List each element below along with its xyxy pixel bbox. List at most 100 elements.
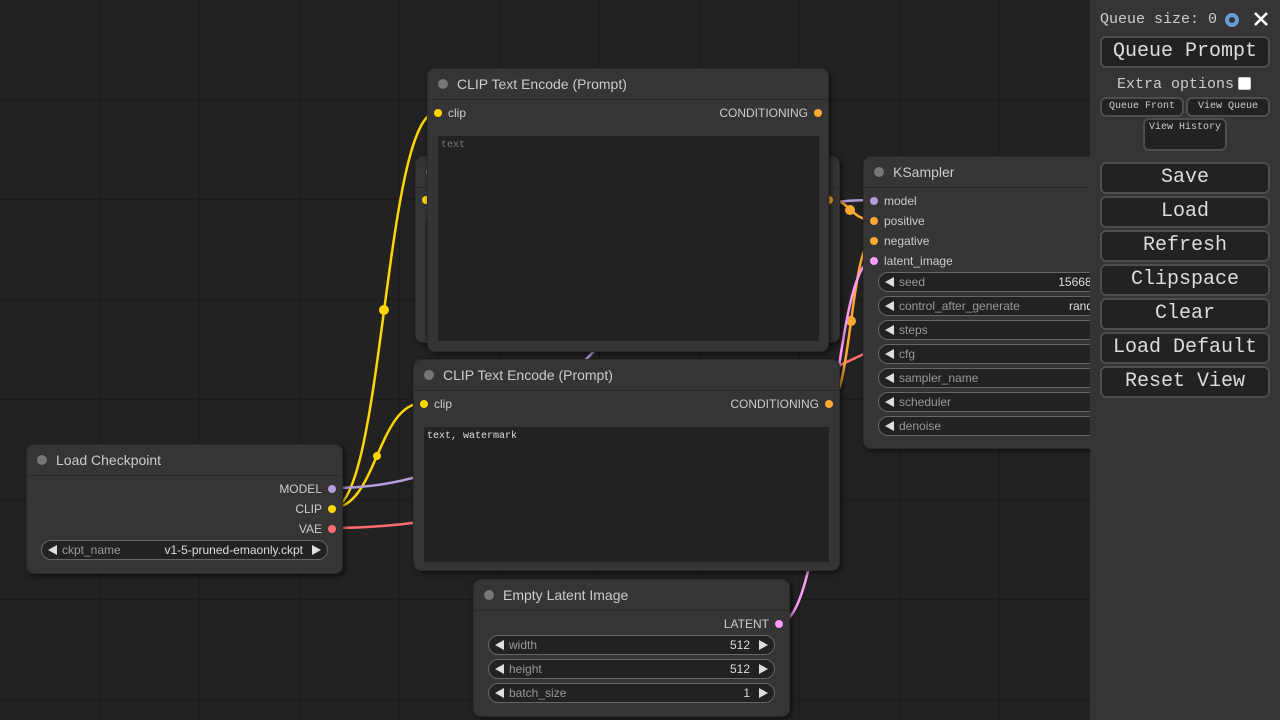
slot-dot	[870, 257, 878, 265]
widget-value: 1	[743, 686, 750, 700]
node[interactable]: Empty Latent Image LATENT width 512 height 51…	[473, 579, 790, 717]
prompt-textarea[interactable]: text, watermark	[424, 427, 829, 562]
decrement-arrow[interactable]	[885, 325, 894, 335]
decrement-arrow[interactable]	[495, 688, 504, 698]
slot-dot	[420, 400, 428, 408]
slot-dot	[328, 485, 336, 493]
close-icon[interactable]	[1253, 11, 1269, 27]
widget-name: seed	[899, 275, 926, 289]
slot-label: clip	[434, 397, 453, 411]
widget-name: sampler_name	[899, 371, 979, 385]
output-slot: VAE	[299, 519, 336, 539]
queue-size: Queue size: 0	[1100, 11, 1218, 28]
output-slot: MODEL	[279, 479, 336, 499]
input-slot: negative	[870, 231, 929, 251]
decrement-arrow[interactable]	[885, 421, 894, 431]
widget-name: steps	[899, 323, 928, 337]
slot-dot	[328, 525, 336, 533]
widget-name: width	[509, 638, 538, 652]
increment-arrow[interactable]	[312, 545, 321, 555]
slot-label: MODEL	[279, 482, 322, 496]
slot-label: CONDITIONING	[730, 397, 819, 411]
widget-name: batch_size	[509, 686, 567, 700]
queue-front-button[interactable]: Queue Front	[1100, 97, 1184, 117]
slot-dot	[775, 620, 783, 628]
widget[interactable]: batch_size 1	[488, 683, 775, 703]
widget-name: control_after_generate	[899, 299, 1020, 313]
node-title: CLIP Text Encode (Prompt)	[428, 69, 828, 100]
widget-value: 512	[729, 638, 750, 652]
increment-arrow[interactable]	[759, 640, 768, 650]
widget[interactable]: control_after_generaterandomize	[878, 296, 1150, 316]
output-slot: CONDITIONING	[719, 103, 822, 123]
widget-name: scheduler	[899, 395, 952, 409]
input-slot: model	[870, 191, 917, 211]
view-queue-button[interactable]: View Queue	[1186, 97, 1270, 117]
slot-dot	[825, 196, 833, 204]
input-slot: clip	[434, 103, 466, 123]
side-menu: Queue size: 0 Queue Prompt Extra options…	[1090, 0, 1280, 720]
decrement-arrow[interactable]	[885, 373, 894, 383]
output-slot: CLIP	[295, 499, 336, 519]
queue-prompt-button[interactable]: Queue Prompt	[1100, 36, 1270, 68]
slot-label: negative	[884, 234, 930, 248]
widget-value: 512	[729, 662, 750, 676]
node-title: Empty Latent Image	[474, 580, 789, 611]
settings-icon[interactable]	[1222, 10, 1242, 30]
slot-label: LATENT	[723, 617, 769, 631]
slot-label: CONDITIONING	[719, 106, 808, 120]
decrement-arrow[interactable]	[495, 664, 504, 674]
widget-name: height	[509, 662, 542, 676]
widget[interactable]: ckpt_name v1-5-pruned-emaonly.ckpt	[41, 540, 328, 560]
extra-options-label: Extra options	[1117, 76, 1235, 93]
slot-dot	[870, 237, 878, 245]
menu-button[interactable]: Reset View	[1100, 366, 1270, 398]
slot-label: positive	[884, 214, 925, 228]
slot-dot	[434, 109, 442, 117]
prompt-textarea[interactable]: text	[438, 136, 819, 341]
menu-button[interactable]: Clear	[1100, 298, 1270, 330]
slot-label: latent_image	[884, 254, 953, 268]
widget-name: cfg	[899, 347, 916, 361]
node-title: CLIP Text Encode (Prompt)	[414, 360, 839, 391]
slot-dot	[328, 505, 336, 513]
view-history-button[interactable]: View History	[1143, 118, 1227, 151]
widget[interactable]: width 512	[488, 635, 775, 655]
widget-value: v1-5-pruned-emaonly.ckpt	[164, 543, 303, 557]
menu-button[interactable]: Save	[1100, 162, 1270, 194]
slot-label: VAE	[298, 522, 322, 536]
decrement-arrow[interactable]	[495, 640, 504, 650]
widget[interactable]: sampler_name	[878, 368, 1150, 388]
widget[interactable]: steps	[878, 320, 1150, 340]
decrement-arrow[interactable]	[885, 277, 894, 287]
input-slot: latent_image	[870, 251, 953, 271]
slot-dot	[422, 196, 430, 204]
node[interactable]: Load Checkpoint MODEL CLIP VAE ckpt_name v1-5…	[26, 444, 343, 574]
wire-dot	[373, 452, 381, 460]
decrement-arrow[interactable]	[48, 545, 57, 555]
menu-button[interactable]: Clipspace	[1100, 264, 1270, 296]
wire-dot	[379, 305, 389, 315]
output-slot: LATENT	[724, 614, 783, 634]
decrement-arrow[interactable]	[885, 397, 894, 407]
extra-options-checkbox[interactable]	[1238, 77, 1251, 90]
widget[interactable]: height 512	[488, 659, 775, 679]
decrement-arrow[interactable]	[885, 349, 894, 359]
input-slot: positive	[870, 211, 925, 231]
widget-name: denoise	[899, 419, 942, 433]
widget[interactable]: scheduler	[878, 392, 1150, 412]
menu-button[interactable]: Load	[1100, 196, 1270, 228]
menu-button[interactable]: Refresh	[1100, 230, 1270, 262]
node[interactable]: CLIP Text Encode (Prompt) clip CONDITIONIN…	[413, 359, 840, 571]
node[interactable]: CLIP Text Encode (Prompt) clip CONDITIONIN…	[427, 68, 829, 352]
output-slot: CONDITIONING	[730, 394, 833, 414]
decrement-arrow[interactable]	[885, 301, 894, 311]
slot-dot	[870, 197, 878, 205]
increment-arrow[interactable]	[759, 688, 768, 698]
increment-arrow[interactable]	[759, 664, 768, 674]
menu-button[interactable]: Load Default	[1100, 332, 1270, 364]
slot-dot	[825, 400, 833, 408]
node-title: Load Checkpoint	[27, 445, 342, 476]
slot-dot	[814, 109, 822, 117]
